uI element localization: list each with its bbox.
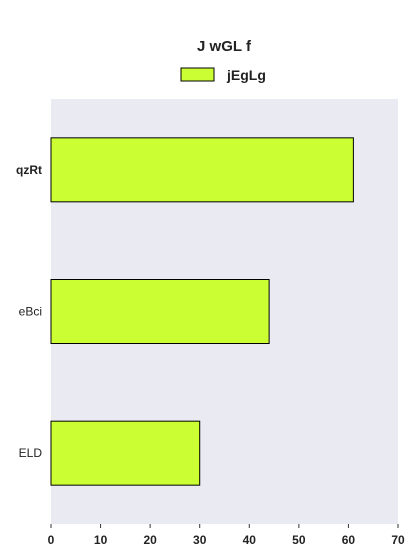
x-tick-label: 40	[243, 533, 257, 547]
bars-group	[50, 137, 354, 486]
bar-ELD	[50, 420, 201, 486]
x-axis: 0 10 20 30 40 50 60 70	[48, 524, 405, 547]
y-tick-label: ELD	[19, 446, 43, 460]
x-tick-label: 10	[94, 533, 108, 547]
y-tick-label: qzRt	[16, 163, 42, 177]
y-axis: qzRt eBci ELD	[16, 163, 42, 460]
x-tick-label: 20	[143, 533, 157, 547]
x-tick-label: 30	[193, 533, 207, 547]
bar-eBci	[50, 279, 270, 344]
bar-qzRt	[50, 137, 354, 203]
legend-swatch	[180, 67, 215, 82]
x-tick-label: 60	[342, 533, 356, 547]
y-tick-label: eBci	[19, 305, 42, 319]
x-tick-label: 0	[48, 533, 55, 547]
legend-label: jEgLg	[226, 67, 266, 83]
legend: jEgLg	[180, 67, 266, 83]
x-tick-label: 70	[391, 533, 405, 547]
chart-title: J wGL f	[197, 38, 252, 55]
x-tick-label: 50	[292, 533, 306, 547]
